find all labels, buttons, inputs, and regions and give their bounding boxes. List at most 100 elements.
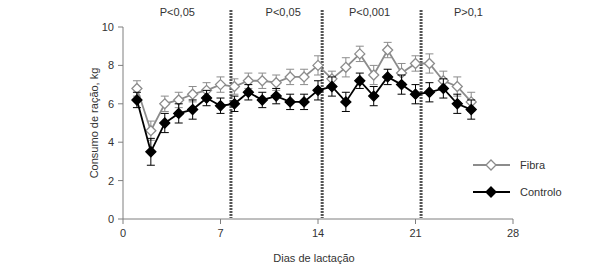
annotation: P<0,001 [349, 6, 390, 18]
y-axis-label: Consumo de ração, kg [88, 68, 100, 179]
legend: Fibra Controlo [473, 159, 562, 198]
plot-area [132, 42, 476, 165]
marker [369, 70, 379, 80]
y-tick-label: 6 [108, 98, 114, 110]
error-bar [217, 98, 225, 113]
x-tick [513, 219, 514, 224]
x-tick-label: 28 [507, 227, 519, 239]
marker [202, 93, 212, 103]
marker [146, 147, 156, 157]
marker [397, 80, 407, 90]
marker [452, 82, 462, 92]
error-bar [342, 92, 350, 111]
series-0 [132, 42, 476, 140]
marker [424, 87, 434, 97]
error-bar [439, 79, 447, 98]
marker [257, 76, 267, 86]
error-bar [230, 96, 238, 111]
error-bar [314, 56, 322, 75]
error-bar [467, 100, 475, 119]
error-bar [370, 87, 378, 106]
error-bar [412, 56, 420, 71]
y-tick-label: 4 [108, 136, 114, 148]
legend-label: Fibra [520, 159, 546, 171]
marker [271, 91, 281, 101]
y-tick [118, 27, 123, 28]
error-bar [453, 77, 461, 96]
series-line [137, 50, 471, 131]
error-bar [300, 69, 308, 84]
x-tick-label: 14 [312, 227, 324, 239]
x-axis-label: Dias de lactação [273, 252, 354, 264]
marker [285, 97, 295, 107]
error-bar [175, 104, 183, 123]
y-tick [118, 65, 123, 66]
y-tick [118, 219, 123, 220]
error-bar [412, 85, 420, 104]
marker [160, 118, 170, 128]
marker [229, 82, 239, 92]
y-tick-label: 8 [108, 59, 114, 71]
error-bar [398, 75, 406, 94]
legend-marker [486, 160, 496, 170]
error-bar [328, 77, 336, 96]
marker [327, 82, 337, 92]
marker [369, 91, 379, 101]
annotation: P>0,1 [454, 6, 483, 18]
legend-marker [486, 187, 496, 197]
x-tick [415, 219, 416, 224]
marker [383, 72, 393, 82]
error-bar [425, 83, 433, 102]
y-tick [118, 142, 123, 143]
error-bar [244, 85, 252, 100]
reference-line [420, 10, 423, 218]
marker [160, 99, 170, 109]
marker [188, 89, 198, 99]
series-line [137, 77, 471, 152]
error-bar [342, 58, 350, 77]
reference-line [229, 10, 232, 218]
annotation: P<0,05 [160, 6, 195, 18]
x-tick [123, 219, 124, 224]
y-tick-label: 2 [108, 175, 114, 187]
error-bar [203, 90, 211, 105]
marker [411, 58, 421, 68]
error-bar [258, 73, 266, 88]
y-tick-label: 0 [108, 213, 114, 225]
marker [313, 60, 323, 70]
marker [313, 85, 323, 95]
chart: 024681007142128Dias de lactaçãoConsumo d… [0, 0, 610, 276]
legend-label: Controlo [520, 186, 562, 198]
marker [271, 78, 281, 88]
series-1 [132, 69, 476, 165]
x-tick [220, 219, 221, 224]
marker [285, 72, 295, 82]
error-bar [286, 94, 294, 109]
error-bar [453, 94, 461, 113]
marker [438, 83, 448, 93]
x-tick-label: 7 [217, 227, 223, 239]
marker [452, 99, 462, 109]
marker [299, 97, 309, 107]
marker [243, 87, 253, 97]
marker [299, 72, 309, 82]
error-bar [314, 81, 322, 100]
marker [188, 105, 198, 115]
reference-line [321, 10, 324, 218]
error-bar [286, 69, 294, 84]
marker [341, 97, 351, 107]
marker [355, 49, 365, 59]
y-tick [118, 103, 123, 104]
marker [466, 105, 476, 115]
marker [257, 95, 267, 105]
y-tick-label: 10 [102, 21, 114, 33]
marker [383, 45, 393, 55]
error-bar [217, 77, 225, 92]
marker [411, 89, 421, 99]
marker [341, 62, 351, 72]
marker [424, 58, 434, 68]
marker [146, 126, 156, 136]
marker [132, 95, 142, 105]
marker [216, 101, 226, 111]
error-bar [300, 94, 308, 109]
